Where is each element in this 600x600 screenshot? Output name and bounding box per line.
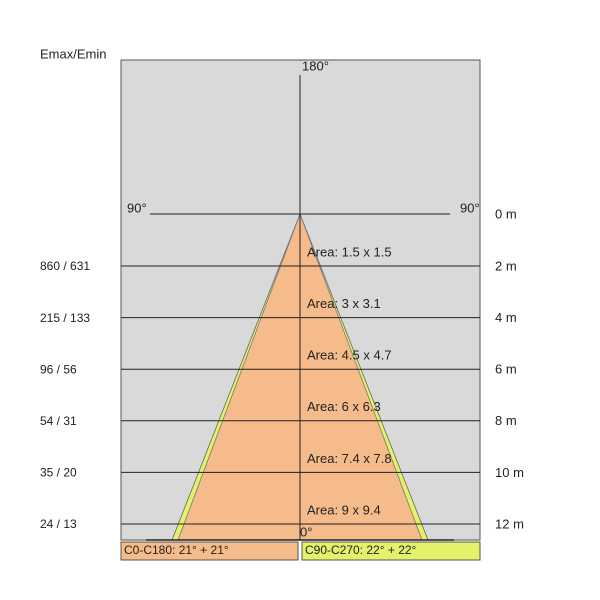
area-label: Area: 1.5 x 1.5	[307, 244, 392, 259]
legend-label: C90-C270: 22° + 22°	[305, 543, 417, 557]
emax-emin-label: 24 / 13	[40, 517, 77, 531]
angle-bottom: 0°	[300, 524, 312, 539]
angle-right: 90°	[460, 200, 480, 215]
distance-label: 8 m	[495, 413, 517, 428]
distance-label: 12 m	[495, 516, 524, 531]
emax-emin-label: 860 / 631	[40, 259, 90, 273]
area-label: Area: 6 x 6.3	[307, 399, 381, 414]
angle-left: 90°	[127, 200, 147, 215]
emax-emin-label: 54 / 31	[40, 414, 77, 428]
distance-label: 4 m	[495, 310, 517, 325]
legend-label: C0-C180: 21° + 21°	[124, 543, 229, 557]
emax-emin-label: 96 / 56	[40, 362, 77, 376]
area-label: Area: 3 x 3.1	[307, 296, 381, 311]
distance-label: 2 m	[495, 258, 517, 273]
emax-emin-label: 215 / 133	[40, 311, 90, 325]
legend-swatch	[120, 541, 299, 561]
distance-label: 6 m	[495, 362, 517, 377]
title: Emax/Emin	[40, 46, 106, 61]
legend-swatch	[301, 541, 481, 561]
emax-emin-label: 35 / 20	[40, 466, 77, 480]
distance-label: 10 m	[495, 465, 524, 480]
area-label: Area: 7.4 x 7.8	[307, 451, 392, 466]
distance-label: 0 m	[495, 206, 517, 221]
area-label: Area: 9 x 9.4	[307, 502, 381, 517]
area-label: Area: 4.5 x 4.7	[307, 348, 392, 363]
angle-top: 180°	[302, 58, 329, 73]
